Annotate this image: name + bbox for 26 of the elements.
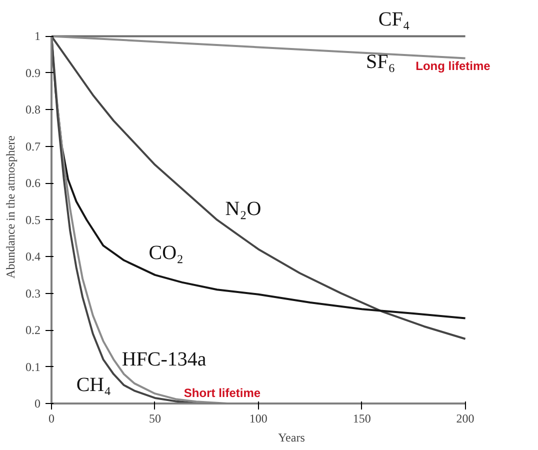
annotation: Long lifetime (416, 58, 491, 73)
series-label: N₂O (225, 198, 262, 220)
x-tick-label: 50 (148, 412, 161, 426)
y-tick-label: 0.9 (26, 66, 40, 80)
y-tick-label: 0.5 (26, 212, 40, 227)
x-tick-label: 100 (249, 412, 268, 426)
x-tick-label: 200 (456, 412, 474, 426)
y-tick-label: 1 (34, 29, 40, 44)
series-label: CF₄ (378, 8, 410, 31)
x-tick-label: 0 (48, 412, 54, 426)
annotation: Short lifetime (184, 386, 261, 400)
x-axis-title: Years (278, 430, 306, 444)
y-tick-label: 0.4 (26, 250, 40, 264)
y-axis-title: Abundance in the atmosphere (4, 136, 18, 278)
y-tick-label: 0.7 (26, 139, 40, 154)
y-tick-label: 0.6 (26, 176, 40, 190)
x-tick-label: 150 (352, 412, 371, 426)
y-tick-label: 0.1 (26, 360, 40, 374)
y-tick-label: 0.3 (26, 286, 40, 300)
y-tick-label: 0 (34, 396, 40, 410)
series-label: CH₄ (76, 374, 112, 396)
series-label: SF₆ (366, 50, 396, 73)
series-label: HFC-134a (122, 348, 206, 370)
y-tick-label: 0.8 (26, 102, 40, 117)
series-label: CO₂ (148, 242, 184, 264)
y-tick-label: 0.2 (26, 323, 40, 338)
